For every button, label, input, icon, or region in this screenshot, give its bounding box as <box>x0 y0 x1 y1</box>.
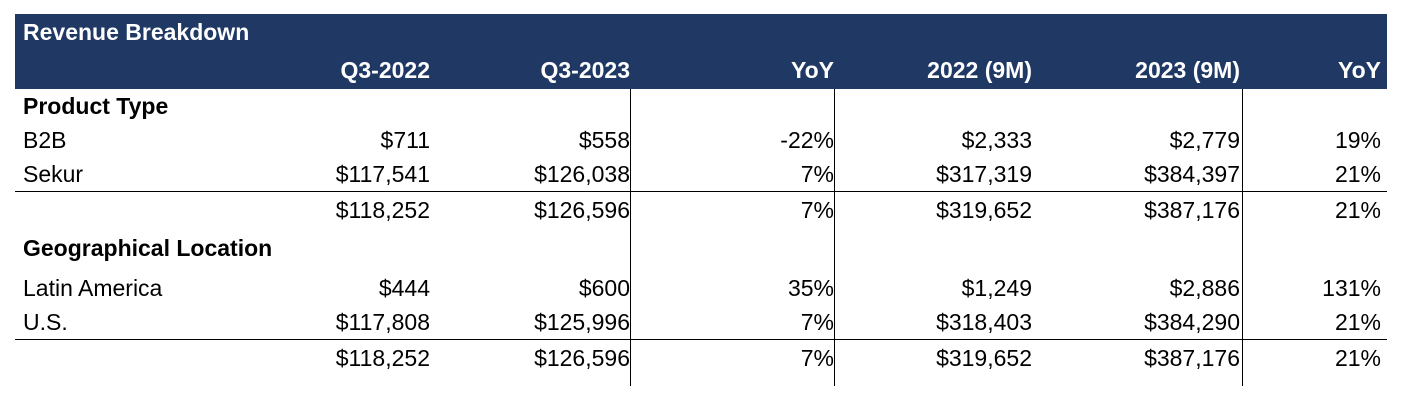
table-row: Latin America $444 $600 35% $1,249 $2,88… <box>15 271 1387 305</box>
table-row: U.S. $117,808 $125,996 7% $318,403 $384,… <box>15 305 1387 339</box>
table-cell: 19% <box>1334 127 1381 153</box>
total-row: $118,252 $126,596 7% $319,652 $387,176 2… <box>15 341 1387 375</box>
total-cell: $387,176 <box>1144 197 1240 223</box>
total-cell: $118,252 <box>335 197 430 223</box>
table-cell: 7% <box>800 161 834 187</box>
table-cell: 35% <box>787 275 834 301</box>
table-cell: 21% <box>1334 161 1381 187</box>
table-cell: $384,290 <box>1144 309 1240 335</box>
table-cell: $317,319 <box>936 161 1032 187</box>
table-cell: $117,808 <box>335 309 430 335</box>
column-header-yoy-quarter: YoY <box>790 57 834 83</box>
table-cell: $2,779 <box>1169 127 1240 153</box>
total-row: $118,252 $126,596 7% $319,652 $387,176 2… <box>15 193 1387 227</box>
total-cell: $118,252 <box>335 345 430 371</box>
column-divider <box>834 89 835 386</box>
column-divider <box>1242 89 1243 386</box>
table-body: Product Type B2B $711 $558 -22% $2,333 $… <box>15 89 1387 386</box>
table-title: Revenue Breakdown <box>23 19 250 45</box>
table-cell: $2,333 <box>961 127 1032 153</box>
table-cell: 21% <box>1334 309 1381 335</box>
total-cell: $126,596 <box>534 345 630 371</box>
total-cell: 21% <box>1334 197 1381 223</box>
section-heading-row: Geographical Location <box>15 231 1387 265</box>
total-divider <box>15 191 1387 192</box>
table-header: Revenue Breakdown Q3-2022 Q3-2023 YoY 20… <box>15 14 1387 89</box>
total-cell: 7% <box>800 197 834 223</box>
total-cell: $319,652 <box>936 345 1032 371</box>
row-label: Sekur <box>23 161 84 187</box>
table-cell: $558 <box>578 127 630 153</box>
table-cell: $2,886 <box>1169 275 1240 301</box>
table-cell: -22% <box>780 127 834 153</box>
table-cell: $384,397 <box>1144 161 1240 187</box>
total-cell: 21% <box>1334 345 1381 371</box>
total-cell: $387,176 <box>1144 345 1240 371</box>
table-cell: $600 <box>578 275 630 301</box>
column-header-q3-2022: Q3-2022 <box>340 57 430 83</box>
column-header-2022-9m: 2022 (9M) <box>927 57 1032 83</box>
total-cell: 7% <box>800 345 834 371</box>
total-cell: $126,596 <box>534 197 630 223</box>
table-cell: $126,038 <box>534 161 630 187</box>
table-cell: $117,541 <box>335 161 430 187</box>
row-label: Latin America <box>23 275 163 301</box>
revenue-breakdown-table: Revenue Breakdown Q3-2022 Q3-2023 YoY 20… <box>15 14 1387 386</box>
column-divider <box>630 89 631 386</box>
column-header-2023-9m: 2023 (9M) <box>1135 57 1240 83</box>
table-row: B2B $711 $558 -22% $2,333 $2,779 19% <box>15 123 1387 157</box>
table-cell: $444 <box>378 275 430 301</box>
section-heading: Product Type <box>23 93 169 119</box>
table-cell: $318,403 <box>936 309 1032 335</box>
row-label: B2B <box>23 127 67 153</box>
table-row: Sekur $117,541 $126,038 7% $317,319 $384… <box>15 157 1387 191</box>
column-header-yoy-9m: YoY <box>1337 57 1381 83</box>
total-divider <box>15 339 1387 340</box>
section-heading-row: Product Type <box>15 89 1387 123</box>
table-cell: 131% <box>1322 275 1381 301</box>
table-cell: $125,996 <box>534 309 630 335</box>
total-cell: $319,652 <box>936 197 1032 223</box>
table-cell: 7% <box>800 309 834 335</box>
table-cell: $711 <box>380 127 430 153</box>
section-heading: Geographical Location <box>23 235 273 261</box>
table-cell: $1,249 <box>961 275 1032 301</box>
column-header-q3-2023: Q3-2023 <box>540 57 630 83</box>
row-label: U.S. <box>23 309 68 335</box>
